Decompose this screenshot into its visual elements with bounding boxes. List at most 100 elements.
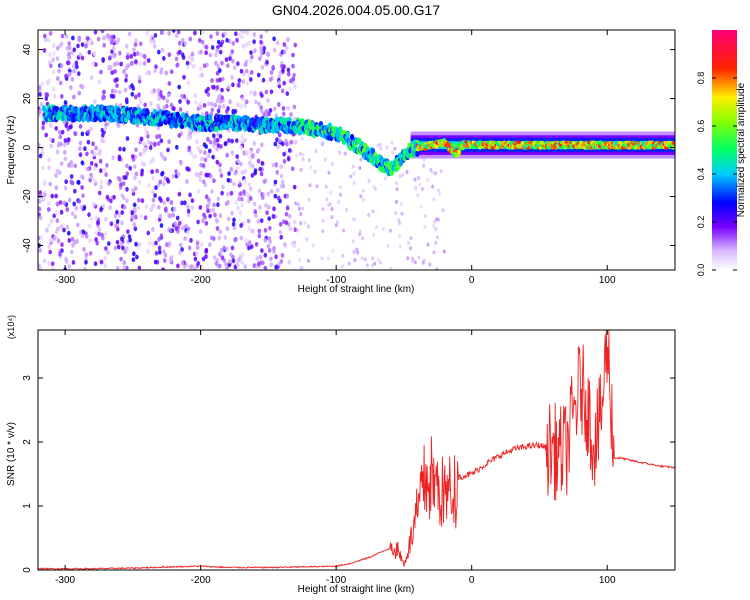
heatmap-cell [259,171,264,177]
heatmap-cell [221,184,225,190]
heatmap-cell [242,150,246,156]
heatmap-cell [177,40,182,46]
heatmap-cell [330,215,334,220]
heatmap-cell [398,221,402,226]
heatmap-cell [40,81,45,87]
heatmap-cell [287,259,292,265]
heatmap-cell [139,214,144,219]
heatmap-cell [204,111,209,116]
heatmap-cell [438,192,442,197]
heatmap-cell [149,141,154,146]
heatmap-cell [231,41,236,46]
heatmap-cell [331,248,335,253]
heatmap-cell [361,188,365,193]
heatmap-cell [282,242,287,247]
heatmap-cell [175,62,179,68]
heatmap-cell [98,158,103,164]
heatmap-cell [209,34,213,39]
heatmap-cell [252,32,257,37]
heatmap-cell [216,137,220,143]
heatmap-cell [225,246,229,252]
heatmap-cell [58,134,63,140]
heatmap-cell [142,53,147,59]
heatmap-cell [134,147,138,153]
heatmap-cell [343,151,347,156]
heatmap-cell [88,36,93,42]
heatmap-cell [186,99,190,105]
heatmap-cell [180,93,184,99]
heatmap-cell [353,217,357,222]
heatmap-cell [225,152,229,158]
heatmap-cell [252,201,257,207]
heatmap-cell [244,237,248,243]
heatmap-cell [96,36,101,42]
heatmap-cell [289,112,293,117]
heatmap-cell [92,178,97,183]
heatmap-cell [240,134,244,140]
heatmap-cell [65,207,70,212]
heatmap-cell [164,70,168,76]
heatmap-cell [279,173,284,179]
heatmap-cell [130,91,135,97]
heatmap-cell [76,179,80,185]
heatmap-cell [133,206,137,212]
heatmap-cell [201,163,206,168]
x-tick-label: 0 [469,275,475,286]
y-tick-label: 2 [22,439,33,445]
heatmap-cell [243,178,247,184]
heatmap-cell [204,194,209,200]
heatmap-cell [242,30,246,35]
heatmap-cell [55,201,60,207]
heatmap-cell [133,42,138,47]
heatmap-cell [116,107,122,115]
heatmap-cell [424,214,427,219]
heatmap-cell [293,42,298,48]
heatmap-cell [321,229,325,234]
heatmap-cell [434,144,439,149]
heatmap-cell [104,216,108,222]
heatmap-cell [57,142,61,148]
heatmap-cell [232,181,236,187]
heatmap-cell [441,208,445,213]
heatmap-cell [176,172,181,177]
heatmap-cell [153,33,158,38]
heatmap-cell [113,223,118,229]
heatmap-cell [237,196,241,202]
heatmap-cell [292,116,297,122]
heatmap-cell [267,248,272,253]
heatmap-cell [90,149,94,155]
heatmap-cell [213,102,217,108]
heatmap-cell [101,95,105,101]
heatmap-cell [330,207,334,211]
heatmap-cell [116,61,120,66]
heatmap-cell [240,252,245,258]
heatmap-cell [55,56,60,61]
heatmap-cell [245,151,249,156]
bottom-y-multiplier: (x10⁴) [6,315,16,339]
heatmap-cell [434,227,438,232]
heatmap-cell [236,205,240,211]
heatmap-cell [203,214,207,220]
heatmap-cell [165,103,169,109]
heatmap-cell [88,223,92,229]
heatmap-cell [247,240,252,245]
heatmap-cell [176,263,180,269]
heatmap-cell [157,204,161,210]
heatmap-cell [290,166,295,172]
heatmap-cell [69,85,73,90]
heatmap-cell [76,222,80,228]
heatmap-cell [241,170,245,175]
heatmap-cell [230,245,235,251]
heatmap-cell [139,52,143,58]
heatmap-cell [268,77,273,82]
heatmap-cell [209,235,214,241]
heatmap-cell [320,256,324,261]
heatmap-cell [269,70,274,75]
heatmap-cell [218,251,222,257]
colorbar-tick-label: 0.6 [696,120,706,133]
heatmap-cell [213,137,217,143]
heatmap-cell [292,104,297,110]
heatmap-cell [93,151,98,157]
heatmap-cell [204,44,209,50]
heatmap-cell [48,52,52,57]
